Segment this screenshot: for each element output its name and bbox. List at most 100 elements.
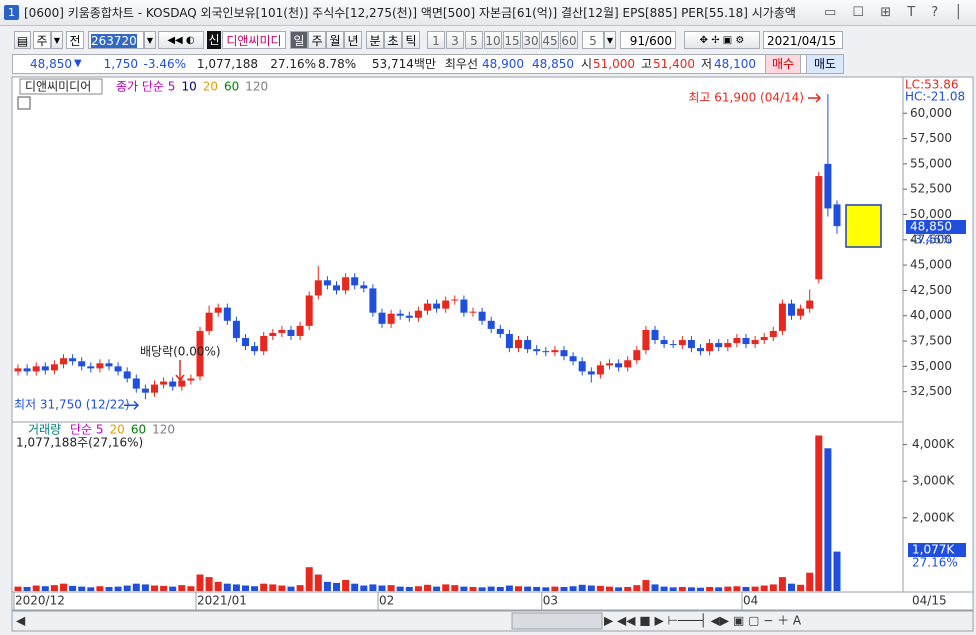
menu-icon[interactable]: ▤	[14, 31, 31, 49]
volume-bar	[178, 585, 186, 591]
candle-body	[788, 303, 795, 316]
candle-body	[505, 333, 513, 349]
count-input[interactable]: 91/600	[620, 31, 676, 49]
dropdown[interactable]: ▼	[51, 31, 63, 49]
candle-body	[596, 365, 604, 375]
scroll-thumb[interactable]	[511, 612, 603, 630]
max-annotation: 최고 61,900 (04/14)	[688, 91, 804, 105]
volume-bar	[633, 585, 641, 591]
dropdown[interactable]: ▼	[604, 31, 616, 49]
interval-button[interactable]: 30	[522, 31, 540, 49]
candle-body	[606, 363, 613, 366]
volume-bar	[414, 586, 422, 591]
last-rate-label: -3.46%	[910, 233, 952, 247]
interval-button[interactable]: 45	[541, 31, 559, 49]
candle-body	[496, 328, 504, 334]
volume-bar	[196, 574, 204, 591]
quote-open-label: 시	[580, 57, 592, 71]
volume-bar	[132, 583, 140, 591]
scroll-controls[interactable]: ▶ ◀◀ ■ ▶ ⊢───┤ ◀▶ ▣ ▢ − ＋ A	[604, 613, 802, 628]
last-volume-box	[908, 543, 966, 557]
tool-icons-right[interactable]: ✥ ✢ ▣ ⚙	[684, 31, 760, 49]
quote-change: 1,750	[103, 57, 138, 71]
stock-name[interactable]: 디앤씨미디	[222, 31, 286, 49]
volume-bar	[496, 586, 504, 591]
period-button[interactable]: 틱	[402, 31, 420, 49]
date-input[interactable]: 2021/04/15	[763, 31, 843, 49]
n-select[interactable]: 5	[582, 31, 604, 49]
volume-bar	[296, 585, 304, 591]
legend-item: 단순 5	[70, 423, 104, 437]
candle-body	[96, 363, 104, 369]
dropdown[interactable]: ▼	[144, 31, 156, 49]
volume-bar	[360, 585, 368, 591]
interval-button[interactable]: 1	[427, 31, 445, 49]
volume-bar	[815, 435, 823, 591]
last-price-label: 48,850	[910, 220, 952, 234]
tool-icons[interactable]: ◀◀ ◐	[158, 31, 204, 49]
volume-bar	[387, 585, 395, 591]
volume-bar	[123, 585, 131, 591]
dividend-arrow	[175, 360, 185, 382]
volume-bar	[32, 585, 40, 591]
candle-body	[469, 311, 477, 313]
y-tick-label: 45,000	[910, 258, 952, 272]
scrollbar[interactable]	[11, 610, 974, 632]
sell-button[interactable]: 매도	[806, 54, 844, 74]
interval-button[interactable]: 60	[560, 31, 578, 49]
candle-body	[414, 310, 422, 318]
x-tick-label: 04	[743, 594, 758, 608]
period-button[interactable]: 분	[366, 31, 384, 49]
volume-bar	[60, 583, 67, 591]
candle-body	[260, 335, 268, 352]
volume-bar	[733, 586, 741, 591]
period-button[interactable]: 년	[344, 31, 362, 49]
candle-body	[132, 378, 140, 389]
candle-body	[214, 307, 222, 313]
interval-button[interactable]: 15	[503, 31, 521, 49]
interval-button[interactable]: 10	[484, 31, 502, 49]
panel-title: 디앤씨미디어	[25, 80, 91, 94]
legend-item: 60	[131, 423, 146, 437]
min-arrow	[124, 400, 140, 410]
volume-title: 거래량	[28, 423, 61, 437]
candle-body	[369, 288, 377, 313]
min-annotation: 최저 31,750 (12/22)	[14, 398, 130, 412]
candle-body	[278, 329, 286, 333]
kind-select[interactable]: 전	[66, 31, 84, 49]
quote-low: 48,100	[714, 57, 756, 71]
x-tick-label: 2020/12	[15, 594, 65, 608]
period-button[interactable]: 주	[308, 31, 326, 49]
market-select[interactable]: 주	[33, 31, 51, 49]
dividend-annotation: 배당락(0.00%)	[140, 345, 221, 359]
volume-bar	[724, 586, 732, 591]
volume-bar	[278, 585, 286, 591]
volume-bar	[242, 585, 249, 591]
period-button[interactable]: 초	[384, 31, 402, 49]
legend-item: 120	[245, 80, 268, 94]
y-tick-label: 47,500	[910, 232, 952, 246]
code-input[interactable]: 263720	[88, 31, 144, 49]
volume-bar	[788, 583, 795, 591]
volume-bar	[478, 587, 486, 591]
period-button[interactable]: 일	[290, 31, 308, 49]
volume-bar	[160, 585, 168, 591]
period-button[interactable]: 월	[326, 31, 344, 49]
volume-bar	[715, 587, 723, 591]
legend-item: 60	[224, 80, 239, 94]
volume-bar	[797, 584, 805, 591]
interval-button[interactable]: 5	[465, 31, 483, 49]
panel-icon[interactable]	[17, 96, 31, 110]
title-bar	[0, 0, 976, 26]
window-controls[interactable]: ▭ ☐ ⊞ T ? │ ─ ▢ ✕	[824, 5, 976, 20]
candle-body	[460, 299, 468, 313]
volume-bar	[50, 585, 58, 591]
y-tick-label: 57,500	[910, 131, 952, 145]
candle-body	[587, 371, 595, 375]
candle-body	[442, 300, 450, 309]
interval-button[interactable]: 3	[446, 31, 464, 49]
volume-bar	[223, 583, 231, 591]
buy-button[interactable]: 매수	[765, 54, 801, 74]
scroll-left[interactable]: ◀	[16, 614, 26, 628]
